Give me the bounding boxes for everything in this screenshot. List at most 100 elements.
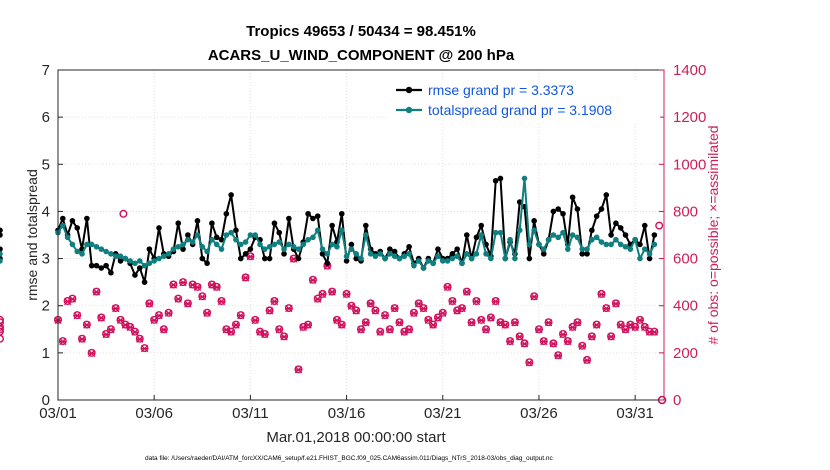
totalspread-point <box>541 246 547 252</box>
rmse-point <box>89 263 95 269</box>
totalspread-point <box>214 242 220 248</box>
totalspread-point <box>147 260 153 266</box>
rmse-point <box>555 206 561 212</box>
rmse-point <box>498 176 504 182</box>
rmse-point <box>406 244 412 250</box>
rmse-point <box>195 218 201 224</box>
y-right-tick-label: 200 <box>673 345 698 362</box>
totalspread-point <box>522 176 528 182</box>
totalspread-point <box>575 235 581 241</box>
x-tick-label: 03/06 <box>135 405 173 422</box>
rmse-point <box>228 192 234 198</box>
totalspread-point <box>262 246 268 252</box>
x-tick-label: 03/16 <box>328 405 366 422</box>
rmse-point <box>84 216 90 222</box>
rmse-point <box>613 220 619 226</box>
legend-rmse-label: rmse grand pr = 3.3373 <box>428 82 574 98</box>
totalspread-point <box>320 246 326 252</box>
totalspread-point <box>459 260 465 266</box>
totalspread-point <box>276 239 282 245</box>
y-right-tick-label: 600 <box>673 251 698 268</box>
totalspread-point <box>325 251 331 257</box>
totalspread-point <box>502 256 508 262</box>
totalspread-point <box>478 232 484 238</box>
totalspread-point <box>416 258 422 264</box>
totalspread-point <box>248 232 254 238</box>
legend-rmse-marker <box>406 87 412 93</box>
y-left-tick-label: 0 <box>42 392 50 409</box>
totalspread-point <box>555 235 561 241</box>
totalspread-point <box>608 242 614 248</box>
totalspread-point <box>60 223 66 229</box>
y-right-tick-label: 0 <box>673 392 681 409</box>
rmse-point <box>108 270 114 276</box>
totalspread-point <box>233 237 239 243</box>
totalspread-point <box>166 251 172 257</box>
totalspread-point <box>118 253 124 259</box>
totalspread-point <box>344 253 350 259</box>
totalspread-point <box>123 256 129 262</box>
totalspread-point <box>368 251 374 257</box>
rmse-point <box>262 256 268 262</box>
totalspread-point <box>406 251 412 257</box>
totalspread-point <box>243 239 249 245</box>
rmse-point <box>296 256 302 262</box>
x-tick-label: 03/11 <box>232 405 268 422</box>
totalspread-point <box>98 246 104 252</box>
rmse-point <box>142 279 148 285</box>
data-file-footnote: data file: /Users/raeder/DAI/ATM_forcXX/… <box>145 455 554 462</box>
rmse-point <box>305 211 311 217</box>
totalspread-point <box>358 256 364 262</box>
rmse-point <box>267 256 273 262</box>
totalspread-point <box>171 246 177 252</box>
rmse-point <box>156 225 162 231</box>
y-axis-right-label: # of obs: o=possible; ×=assimilated <box>705 125 721 344</box>
totalspread-point <box>599 239 605 245</box>
rmse-point <box>209 220 215 226</box>
rmse-point <box>98 265 104 271</box>
totalspread-point <box>531 227 537 233</box>
totalspread-point <box>363 232 369 238</box>
totalspread-point <box>79 251 85 257</box>
y-right-tick-label: 1000 <box>673 156 706 173</box>
totalspread-point <box>267 244 273 250</box>
x-tick-label: 03/21 <box>424 405 462 422</box>
totalspread-point <box>623 244 629 250</box>
totalspread-point <box>291 244 297 250</box>
rmse-point <box>637 242 643 248</box>
obs-possible-point <box>0 335 3 342</box>
totalspread-point <box>397 256 403 262</box>
y-right-tick-label: 1200 <box>673 109 706 126</box>
totalspread-point <box>209 237 215 243</box>
totalspread-point <box>127 258 133 264</box>
y-left-tick-label: 1 <box>42 345 50 362</box>
totalspread-point <box>603 242 609 248</box>
rmse-point <box>233 227 239 233</box>
rmse-point <box>175 220 181 226</box>
totalspread-point <box>142 263 148 269</box>
totalspread-point <box>175 244 181 250</box>
rmse-point <box>589 227 595 233</box>
totalspread-point <box>637 256 643 262</box>
totalspread-point <box>440 258 446 264</box>
x-axis-label: Mar.01,2018 00:00:00 start <box>266 429 446 446</box>
totalspread-point <box>579 246 585 252</box>
totalspread-point <box>156 256 162 262</box>
rmse-point <box>339 211 345 217</box>
totalspread-point <box>185 237 191 243</box>
totalspread-point <box>180 242 186 248</box>
totalspread-point <box>618 242 624 248</box>
totalspread-point <box>392 253 398 259</box>
totalspread-point <box>161 253 167 259</box>
rmse-point <box>60 216 66 222</box>
totalspread-point <box>382 256 388 262</box>
rmse-point <box>214 235 220 241</box>
y-axis-right-ticks: 0200400600800100012001400 <box>659 62 706 409</box>
rmse-point <box>315 213 321 219</box>
totalspread-point <box>334 244 340 250</box>
totalspread-point <box>589 237 595 243</box>
totalspread-point <box>89 242 95 248</box>
totalspread-point <box>570 232 576 238</box>
chart-title-line2: ACARS_U_WIND_COMPONENT @ 200 hPa <box>208 47 515 64</box>
rmse-point <box>74 225 80 231</box>
